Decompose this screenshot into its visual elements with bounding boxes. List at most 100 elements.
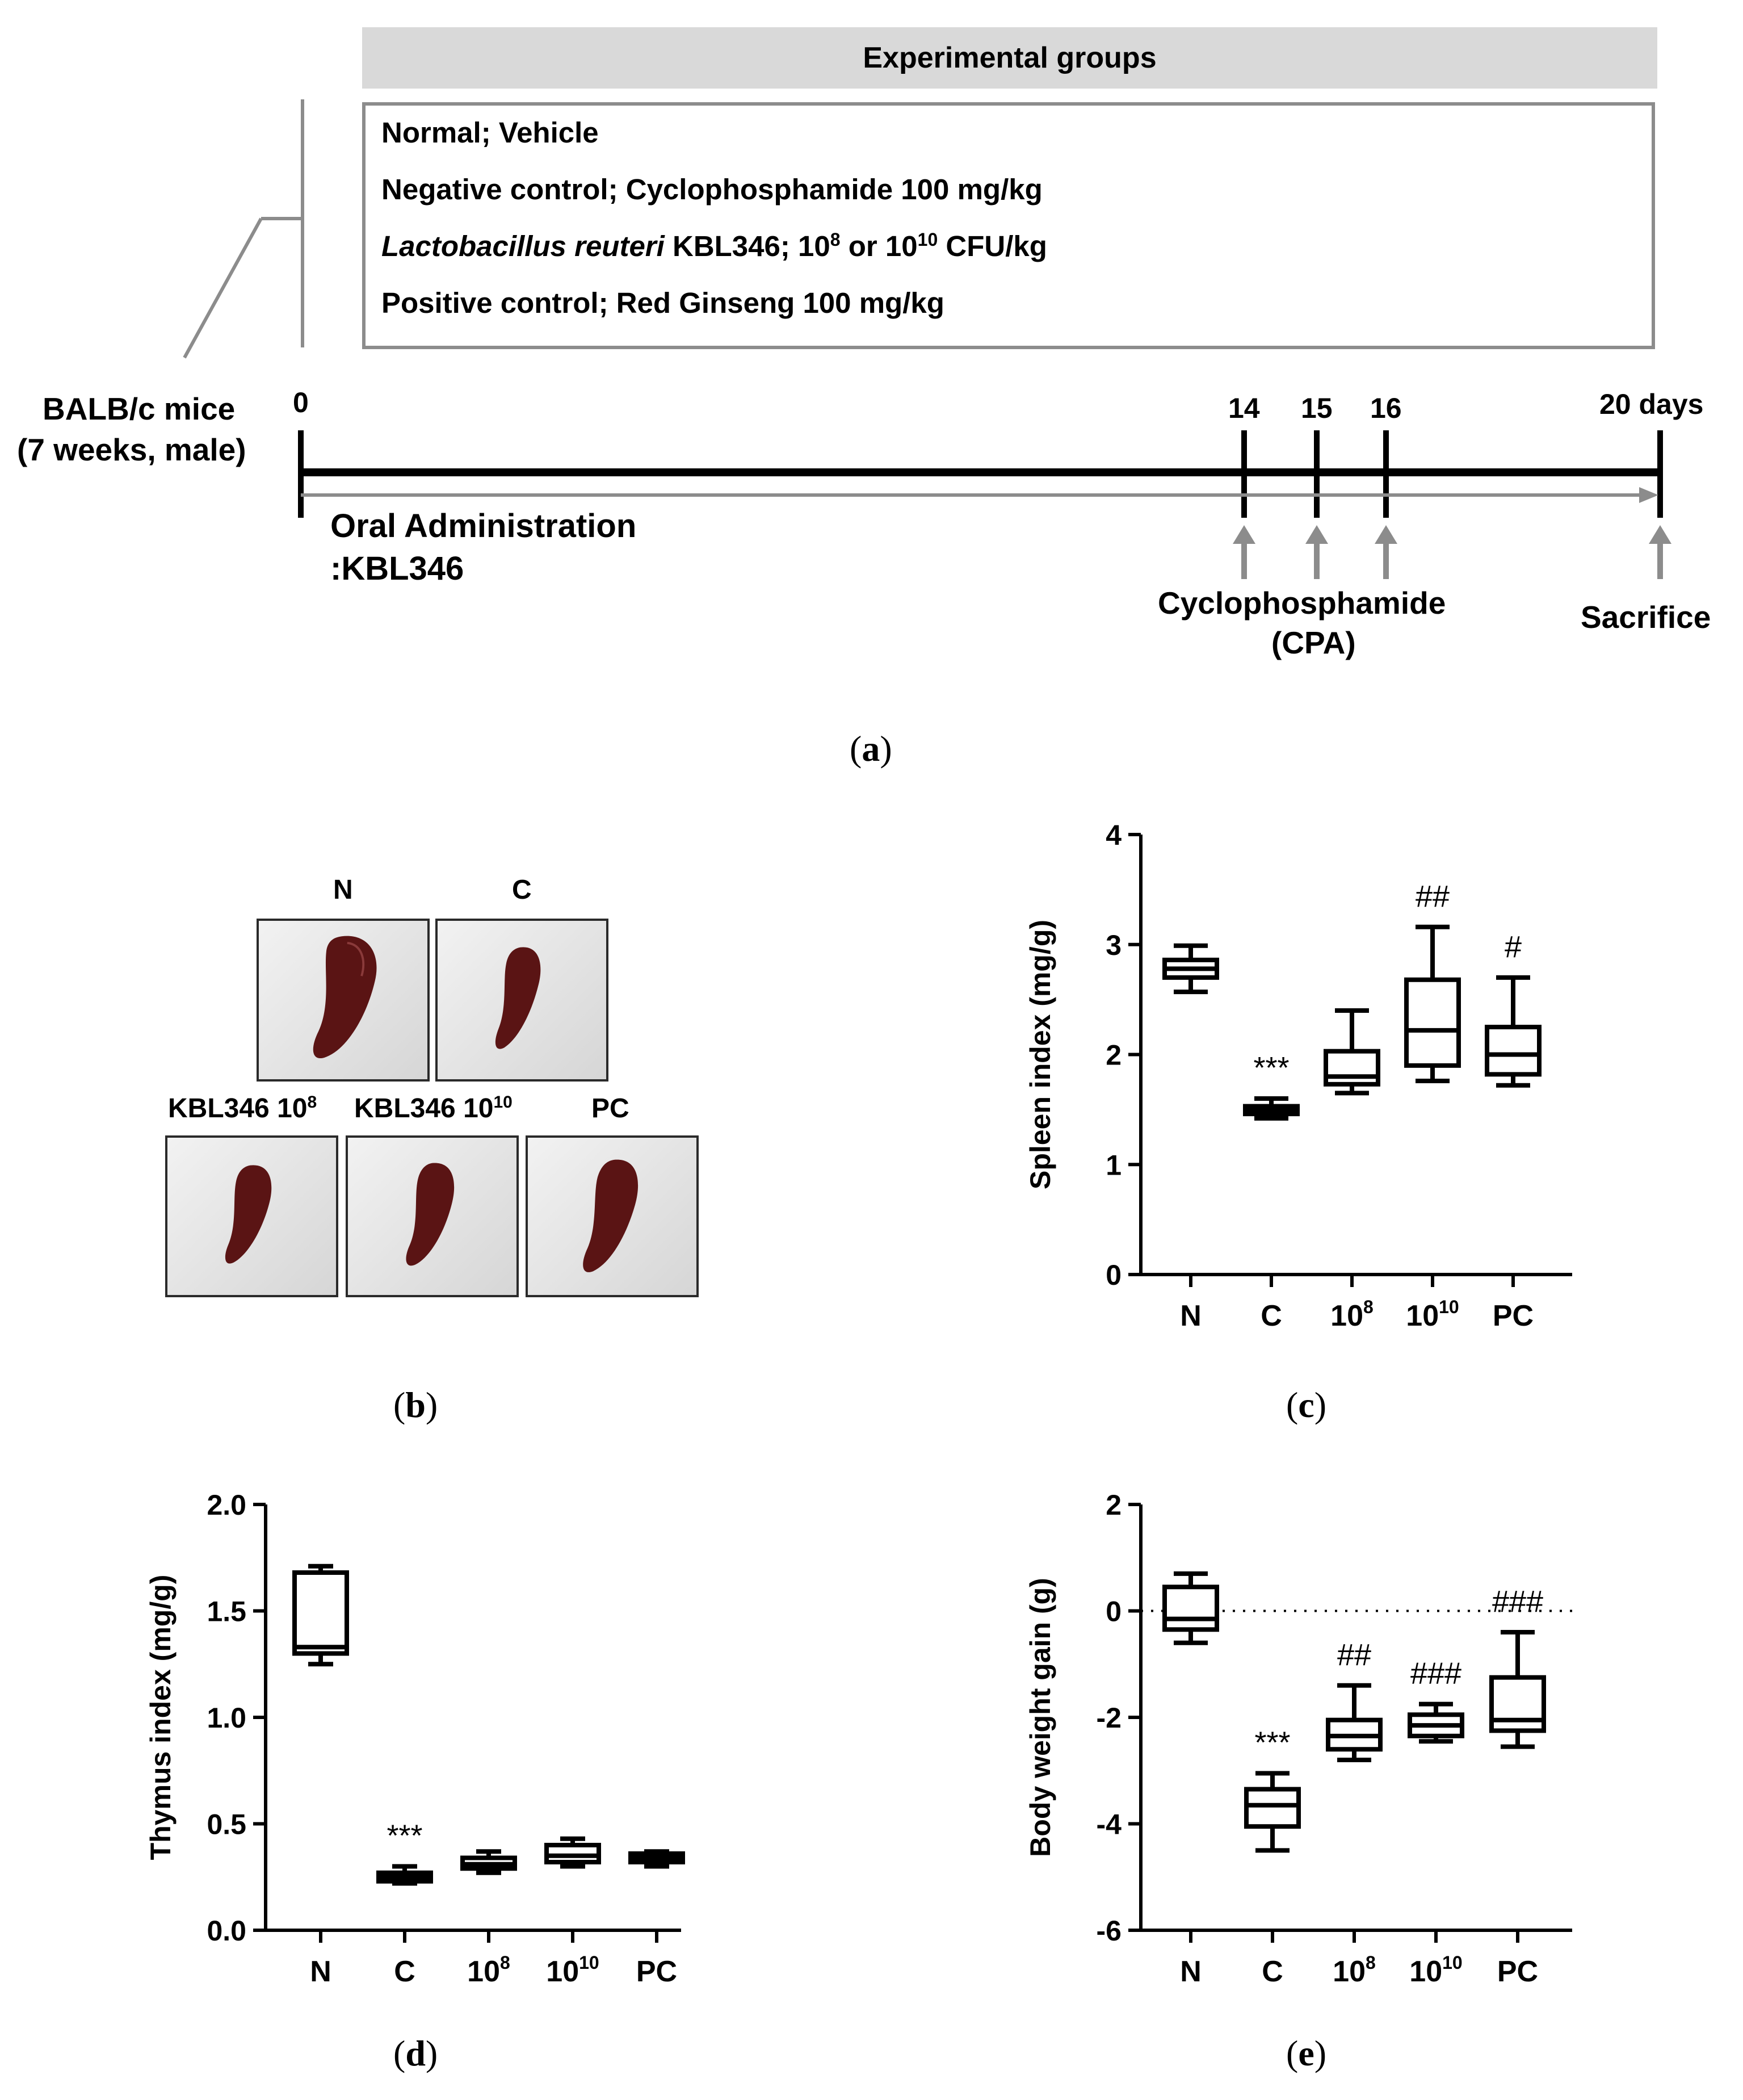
y-tick-label: 2.0 (207, 1489, 246, 1521)
day-14-label: 14 (1228, 392, 1260, 424)
body-weight-chart: -6 -4 -2 0 2 Body weight gain (g) N C *** 108 ## 10… (1024, 1489, 1572, 1988)
significance-marker: # (1505, 930, 1522, 964)
timeline-graphic (183, 99, 1671, 579)
y-tick-label: -4 (1097, 1809, 1122, 1841)
y-tick-label: 1 (1106, 1149, 1122, 1181)
box-plot (1162, 1571, 1219, 1645)
panel-label-d: (d) (393, 2033, 438, 2073)
y-tick-label: 0.0 (207, 1915, 246, 1947)
box (1489, 1675, 1546, 1733)
y-tick-label: 2 (1106, 1039, 1122, 1071)
x-tick-label: C (394, 1955, 415, 1988)
spleen-image-kbl346-1e8 (225, 1165, 272, 1264)
cpa-label-line1: Cyclophosphamide (1158, 585, 1446, 621)
y-tick-label: 1.0 (207, 1702, 246, 1734)
box-plot (1326, 1683, 1383, 1762)
box-plot (628, 1849, 685, 1869)
experimental-groups-header: Experimental groups (362, 27, 1657, 89)
cpa-arrow-15 (1314, 539, 1320, 579)
x-tick-label: N (310, 1955, 331, 1988)
box-plot (292, 1564, 349, 1667)
x-tick-label: N (1180, 1955, 1202, 1988)
group-kbl346: Lactobacillus reuteri KBL346; 108 or 101… (381, 229, 1047, 262)
oral-admin-line1: Oral Administration (330, 508, 637, 544)
box-plot (460, 1849, 517, 1875)
cpa-arrows (1233, 525, 1671, 579)
cpa-arrow-16 (1383, 539, 1389, 579)
day-20-label: 20 days (1599, 388, 1704, 420)
oral-arrowhead (1639, 487, 1658, 503)
box (1162, 1585, 1219, 1632)
y-tick-label: 4 (1106, 819, 1122, 851)
photo-label-n: N (333, 875, 353, 905)
mice-label-line1: BALB/c mice (43, 391, 236, 426)
x-tick-label: 1010 (546, 1952, 599, 1988)
thymus-index-chart: 0.0 0.5 1.0 1.5 2.0 Thymus index (mg/g) N C *** 1… (145, 1489, 685, 1988)
box (1244, 1787, 1301, 1829)
spleen-photo-kbl346-1e10 (346, 1135, 519, 1297)
x-tick-label: PC (1493, 1300, 1534, 1332)
x-tick-label: 108 (1333, 1952, 1376, 1988)
y-tick-label: -6 (1097, 1915, 1122, 1947)
spleen-image-n (313, 936, 377, 1059)
photo-label-c: C (512, 875, 532, 905)
x-tick-label: N (1180, 1300, 1202, 1332)
box-plot (1243, 1096, 1300, 1121)
connector-diagonal (183, 217, 263, 359)
box-plot (1324, 1008, 1380, 1096)
day-0-label: 0 (293, 387, 309, 418)
panel-label-b: (b) (393, 1385, 438, 1425)
y-tick-label: -2 (1097, 1702, 1122, 1734)
significance-marker: ## (1416, 879, 1450, 913)
day-16-label: 16 (1370, 392, 1402, 424)
spleen-image-c (495, 947, 541, 1049)
x-tick-label: C (1262, 1955, 1283, 1988)
x-tick-label: PC (636, 1955, 677, 1988)
y-tick-label: 2 (1106, 1489, 1122, 1521)
panel-label-a: (a) (850, 728, 892, 769)
box-plot (1244, 1771, 1301, 1853)
y-axis-title: Body weight gain (g) (1024, 1578, 1056, 1857)
spleen-photo-n (257, 919, 430, 1082)
spleen-photo-kbl346-1e8 (165, 1135, 338, 1297)
significance-marker: *** (1254, 1725, 1290, 1759)
day-15-label: 15 (1301, 392, 1333, 424)
cpa-arrow-14 (1241, 539, 1247, 579)
photo-label-pc: PC (591, 1093, 629, 1124)
photo-label-kbl346-1e10: KBL346 1010 (354, 1093, 513, 1124)
y-axis-title: Thymus index (mg/g) (145, 1575, 177, 1860)
group-negative-control: Negative control; Cyclophosphamide 100 m… (381, 173, 1043, 206)
box-plot (1485, 975, 1542, 1088)
x-tick-label: C (1261, 1300, 1282, 1332)
x-tick-label: 1010 (1406, 1297, 1459, 1332)
x-tick-label: PC (1497, 1955, 1538, 1988)
y-axis-title: Spleen index (mg/g) (1024, 920, 1056, 1189)
spleen-photo-c (435, 919, 608, 1082)
box-plot (544, 1836, 601, 1869)
y-tick-label: 0 (1106, 1596, 1122, 1628)
panel-label-e: (e) (1286, 2033, 1327, 2073)
sacrifice-label: Sacrifice (1581, 600, 1711, 635)
x-tick-label: 108 (1330, 1297, 1374, 1332)
y-tick-label: 1.5 (207, 1596, 246, 1628)
box-plot (376, 1864, 433, 1886)
box-plot (1408, 1701, 1464, 1744)
experimental-groups-title: Experimental groups (863, 41, 1157, 74)
spleen-image-pc (583, 1159, 639, 1272)
spleen-image-kbl346-1e10 (406, 1163, 455, 1266)
box (292, 1570, 349, 1656)
spleen-index-chart: 0 1 2 3 4 Spleen index (mg/g) N C *** 108 1010 ## PC… (1024, 819, 1572, 1332)
group-normal: Normal; Vehicle (381, 116, 599, 149)
box-plot (1162, 943, 1219, 995)
significance-marker: *** (1253, 1051, 1289, 1085)
significance-marker: ### (1492, 1585, 1543, 1619)
oral-admin-line2: :KBL346 (330, 550, 464, 587)
experimental-groups-box: Normal; Vehicle Negative control; Cyclop… (362, 102, 1655, 349)
box-plot (1489, 1630, 1546, 1749)
panel-label-c: (c) (1286, 1385, 1327, 1425)
group-positive-control: Positive control; Red Ginseng 100 mg/kg (381, 287, 944, 319)
sacrifice-arrow (1657, 539, 1663, 579)
box (1324, 1049, 1380, 1087)
cpa-label-line2: (CPA) (1271, 625, 1356, 660)
box (1485, 1025, 1542, 1077)
